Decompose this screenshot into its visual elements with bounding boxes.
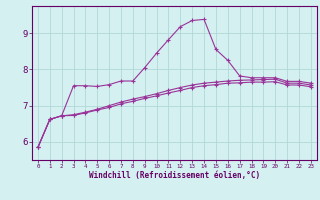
X-axis label: Windchill (Refroidissement éolien,°C): Windchill (Refroidissement éolien,°C) xyxy=(89,171,260,180)
